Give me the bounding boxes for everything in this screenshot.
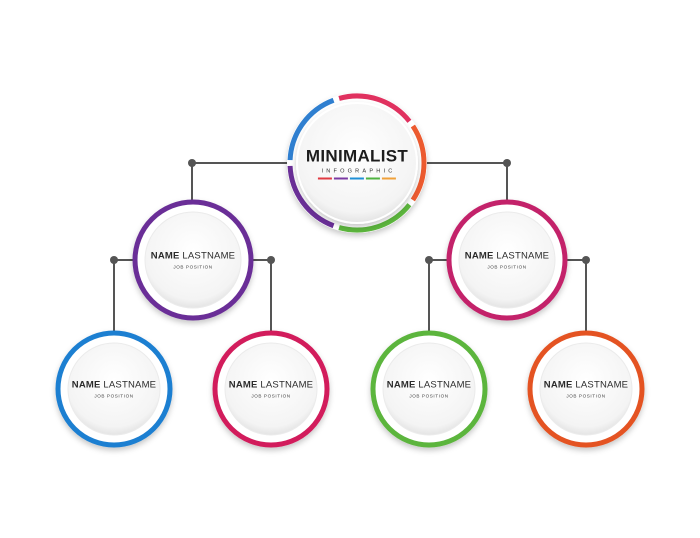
connector-dot — [582, 256, 590, 264]
node-face — [458, 211, 556, 309]
node-leaf-2 — [212, 330, 330, 448]
connector-dot — [503, 159, 511, 167]
connector-dot — [267, 256, 275, 264]
root-ring-segment — [287, 97, 335, 161]
node-face — [67, 342, 161, 436]
node-face — [224, 342, 318, 436]
node-face — [539, 342, 633, 436]
connector-root-right — [420, 162, 508, 207]
connector-dot — [425, 256, 433, 264]
node-face — [144, 211, 242, 309]
root-node — [287, 93, 427, 233]
root-node-face — [296, 102, 418, 224]
node-mid-left — [132, 199, 254, 321]
connector-dot — [110, 256, 118, 264]
connector-dots — [110, 159, 590, 264]
root-ring-segment — [338, 203, 412, 233]
root-ring-segment — [338, 93, 412, 123]
root-ring-segment — [287, 165, 335, 229]
connector-dot — [188, 159, 196, 167]
node-leaf-3 — [370, 330, 488, 448]
node-leaf-1 — [55, 330, 173, 448]
node-face — [382, 342, 476, 436]
root-ring-segment — [410, 124, 427, 202]
node-mid-right — [446, 199, 568, 321]
node-leaf-4 — [527, 330, 645, 448]
